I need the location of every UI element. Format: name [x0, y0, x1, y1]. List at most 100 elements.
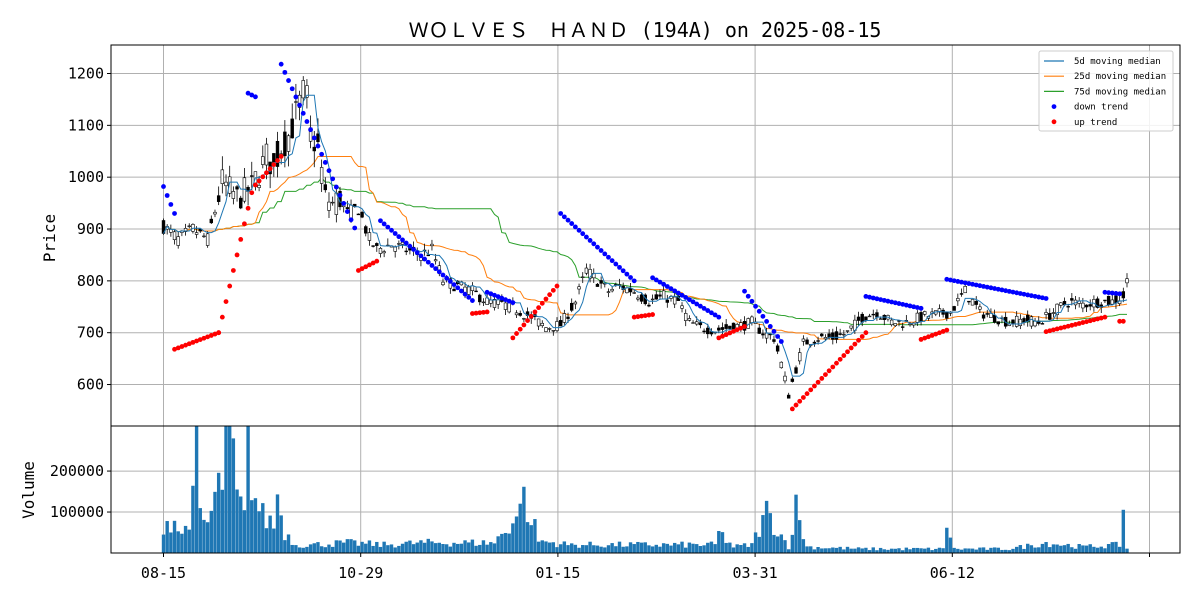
- candle-body: [286, 135, 291, 152]
- down-trend-dot: [870, 295, 876, 301]
- up-trend-dot: [922, 335, 928, 341]
- volume-bar: [974, 549, 978, 553]
- candle-body: [570, 302, 574, 311]
- candle-body: [382, 251, 386, 254]
- down-trend-dot: [973, 282, 979, 288]
- down-trend-dot: [892, 300, 898, 306]
- volume-bar: [1117, 546, 1122, 553]
- volume-bar: [790, 534, 795, 553]
- candle-body: [393, 246, 397, 252]
- up-trend-dot: [856, 337, 861, 343]
- date-tick-label: 01-15: [535, 564, 580, 582]
- volume-bar: [349, 539, 353, 553]
- up-trend-dot: [1098, 315, 1104, 321]
- volume-bar: [772, 534, 776, 553]
- volume-bar: [823, 548, 828, 553]
- candle-body: [257, 185, 261, 188]
- down-trend-dot: [484, 289, 490, 295]
- up-trend-dot: [1095, 316, 1100, 322]
- volume-bar: [353, 540, 357, 553]
- down-trend-dot: [918, 305, 924, 311]
- candle-body: [1014, 315, 1019, 327]
- volume-tick-label: 100000: [50, 503, 104, 521]
- candle-body: [672, 296, 677, 305]
- down-trend-dot: [488, 291, 494, 297]
- volume-bar: [831, 547, 835, 553]
- up-trend-dot: [812, 383, 817, 389]
- down-trend-dot: [337, 192, 343, 198]
- up-trend-dot: [554, 283, 560, 289]
- price-tick-label: 600: [77, 376, 104, 394]
- candle-body: [474, 290, 478, 293]
- candle-body: [581, 276, 585, 278]
- candle-body: [1040, 323, 1045, 325]
- volume-bar: [216, 472, 221, 553]
- down-trend-dot: [584, 234, 589, 240]
- volume-bar: [672, 542, 677, 553]
- candle-body: [452, 288, 456, 292]
- volume-bar: [753, 532, 758, 553]
- up-trend-dot: [356, 268, 361, 273]
- volume-bar: [165, 521, 169, 553]
- up-trend-dot: [926, 334, 931, 340]
- candle-body: [684, 313, 688, 321]
- candle-body: [272, 153, 276, 163]
- volume-bar: [882, 549, 886, 553]
- volume-bar: [886, 549, 890, 553]
- down-trend-dot: [429, 263, 435, 268]
- candle-body: [349, 204, 353, 219]
- up-trend-dot: [183, 342, 188, 348]
- volume-bar: [636, 541, 640, 553]
- up-trend-dot: [547, 292, 553, 298]
- down-trend-dot: [418, 253, 424, 259]
- volume-bar: [724, 542, 728, 553]
- down-trend-dot: [499, 295, 505, 301]
- candle-body: [1084, 304, 1089, 308]
- candle-body: [1103, 299, 1107, 302]
- volume-bar: [172, 520, 177, 553]
- up-trend-dot: [742, 324, 747, 329]
- up-trend-dot: [253, 182, 258, 188]
- down-trend-dot: [161, 184, 166, 189]
- volume-bar: [798, 520, 802, 553]
- volume-bar: [669, 545, 673, 553]
- volume-bar: [286, 534, 291, 553]
- candle-body: [573, 301, 578, 305]
- volume-bars: [161, 426, 1129, 553]
- volume-bar: [985, 549, 989, 553]
- candle-body: [816, 340, 820, 342]
- chart-title: ＷＯＬＶＥＳ ＨＡＮＤ (194A) on 2025-08-15: [409, 18, 882, 42]
- volume-bar: [786, 549, 791, 553]
- volume-bar: [963, 548, 967, 553]
- candle-body: [1095, 298, 1100, 308]
- price-panel-frame: [110, 44, 1181, 427]
- down-trend-dot: [878, 297, 884, 302]
- up-trend-dot: [230, 268, 236, 273]
- candle-body: [305, 85, 309, 98]
- volume-bar: [1103, 548, 1107, 553]
- candle-body: [687, 318, 692, 321]
- up-trend-dot: [223, 299, 229, 304]
- candle-body: [820, 333, 824, 337]
- volume-bar: [1059, 545, 1063, 553]
- volume-bar: [878, 547, 883, 553]
- volume-bar: [183, 525, 188, 553]
- down-trend-dot: [863, 294, 869, 299]
- up-trend-dot: [532, 309, 538, 315]
- volume-bar: [198, 508, 202, 553]
- volume-bar: [923, 548, 927, 553]
- candle-body: [478, 294, 482, 303]
- up-trend-dot: [208, 333, 214, 338]
- legend-label: up trend: [1074, 118, 1117, 128]
- volume-bar: [967, 548, 971, 553]
- volume-bar: [525, 522, 530, 553]
- down-trend-dot: [396, 234, 402, 240]
- volume-bar: [713, 544, 717, 553]
- up-trend-dot: [1073, 322, 1078, 327]
- down-trend-dot: [414, 250, 420, 256]
- volume-bar: [875, 550, 879, 553]
- up-trend-dot: [819, 376, 825, 381]
- down-trend-dot: [1025, 292, 1031, 298]
- volume-bar: [577, 547, 581, 553]
- candle-body: [227, 176, 232, 194]
